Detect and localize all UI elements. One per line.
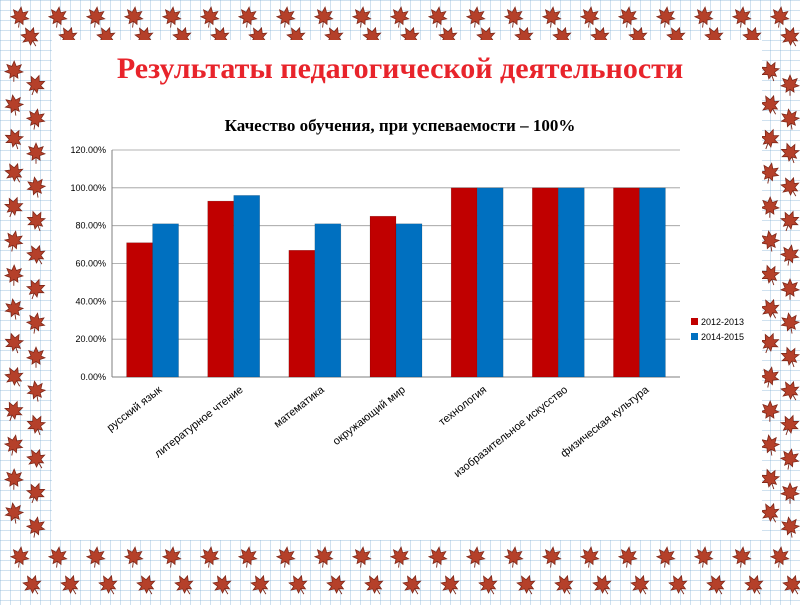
- legend-swatch: [691, 333, 698, 340]
- bar-2012-2013: [451, 188, 477, 377]
- bar-2014-2015: [234, 195, 260, 377]
- x-category-label: русский язык: [105, 384, 165, 434]
- y-tick-label: 80.00%: [75, 221, 106, 231]
- y-tick-label: 60.00%: [75, 259, 106, 269]
- bar-2014-2015: [315, 224, 341, 377]
- bar-2014-2015: [558, 188, 584, 377]
- y-tick-label: 40.00%: [75, 296, 106, 306]
- legend-label: 2014-2015: [701, 332, 744, 342]
- x-category-label: физическая культура: [559, 383, 652, 460]
- legend-label: 2012-2013: [701, 317, 744, 327]
- bar-2014-2015: [639, 188, 665, 377]
- x-category-label: литературное чтение: [153, 384, 246, 460]
- y-tick-label: 20.00%: [75, 334, 106, 344]
- bar-2014-2015: [153, 224, 179, 377]
- bar-2012-2013: [613, 188, 639, 377]
- legend-swatch: [691, 318, 698, 325]
- bar-2012-2013: [208, 201, 234, 377]
- y-tick-label: 0.00%: [80, 372, 106, 382]
- bar-2012-2013: [370, 216, 396, 377]
- bar-2014-2015: [477, 188, 503, 377]
- bar-2012-2013: [289, 250, 315, 377]
- y-tick-label: 100.00%: [70, 183, 106, 193]
- bar-2014-2015: [396, 224, 422, 377]
- x-category-label: окружающий мир: [331, 384, 408, 448]
- y-tick-label: 120.00%: [70, 145, 106, 155]
- bar-2012-2013: [127, 243, 153, 377]
- x-category-label: математика: [272, 383, 328, 430]
- bar-2012-2013: [532, 188, 558, 377]
- x-category-label: технология: [437, 384, 489, 429]
